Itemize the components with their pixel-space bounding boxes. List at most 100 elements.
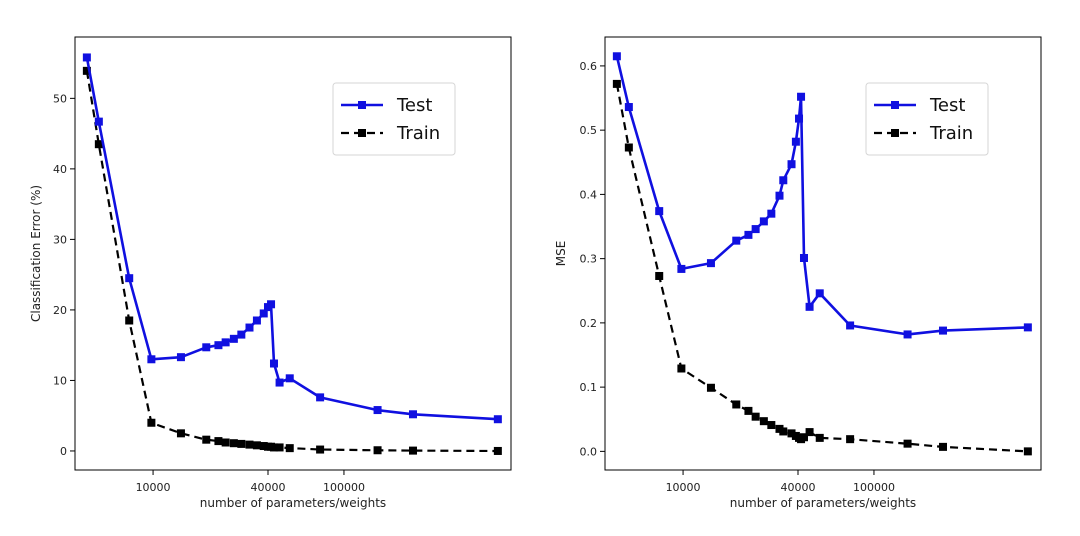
plot-frame (604, 36, 1042, 471)
data-point-train (1023, 447, 1032, 456)
data-point-train (903, 439, 912, 448)
data-point-test (245, 323, 254, 332)
data-point-test (252, 316, 261, 325)
y-tick-label: 0.2 (580, 317, 598, 330)
data-point-test (202, 343, 211, 352)
legend-marker-test (358, 101, 366, 109)
legend: Test Train (865, 82, 989, 156)
y-tick-label: 0.4 (580, 188, 598, 201)
data-point-test (229, 334, 238, 343)
data-point-train (779, 427, 788, 436)
legend-label-train: Train (929, 123, 973, 144)
x-tick-label: 10000 (666, 481, 701, 494)
left-chart-panel: 0 10 20 30 40 50 10000 40000 100000 number of par… (29, 36, 512, 510)
data-point-train (744, 406, 753, 415)
data-point-test (147, 355, 156, 364)
data-point-train (706, 383, 715, 392)
data-point-test (275, 378, 284, 387)
data-point-train (815, 433, 824, 442)
data-point-train (732, 400, 741, 409)
legend: Test Train (332, 82, 456, 156)
y-tick-label: 20 (53, 304, 67, 317)
data-point-train (624, 143, 633, 152)
data-point-test (214, 341, 223, 350)
y-tick-label: 0.3 (580, 253, 598, 266)
data-point-train (409, 446, 418, 455)
x-axis-label: number of parameters/weights (730, 496, 916, 510)
legend-box (865, 82, 989, 156)
data-point-train (373, 446, 382, 455)
data-point-test (815, 289, 824, 298)
data-point-test (612, 52, 621, 61)
data-point-test (221, 338, 230, 347)
data-point-train (846, 435, 855, 444)
data-point-test (706, 259, 715, 268)
x-axis-label: number of parameters/weights (200, 496, 386, 510)
data-point-train (655, 271, 664, 280)
data-point-test (82, 53, 91, 62)
data-point-test (677, 264, 686, 273)
data-point-test (805, 302, 814, 311)
data-point-train (677, 364, 686, 373)
legend-marker-test (891, 101, 899, 109)
y-tick-label: 0.6 (580, 60, 598, 73)
data-point-train (202, 435, 211, 444)
data-point-test (493, 415, 502, 424)
data-point-train (759, 417, 768, 426)
x-tick-label: 100000 (853, 481, 895, 494)
data-point-train (493, 446, 502, 455)
data-point-train (612, 79, 621, 88)
data-point-test (269, 359, 278, 368)
legend-label-test: Test (929, 95, 965, 116)
data-point-test (373, 406, 382, 415)
data-point-train (316, 445, 325, 454)
data-point-test (237, 330, 246, 339)
y-tick-label: 0 (60, 445, 67, 458)
data-point-train (939, 442, 948, 451)
data-point-test (779, 176, 788, 185)
y-tick-label: 0.5 (580, 124, 598, 137)
data-point-test (775, 191, 784, 200)
data-point-train (221, 438, 230, 447)
right-chart-panel: 0.0 0.1 0.2 0.3 0.4 0.5 0.6 10000 40000 100000 num… (554, 36, 1042, 510)
data-point-test (285, 374, 294, 383)
y-tick-label: 40 (53, 163, 67, 176)
x-tick-label: 100000 (323, 481, 365, 494)
y-tick-label: 50 (53, 92, 67, 105)
data-point-test (795, 114, 804, 123)
data-point-test (846, 321, 855, 330)
data-point-test (409, 410, 418, 419)
legend-label-train: Train (396, 123, 440, 144)
y-axis-label: Classification Error (%) (29, 185, 43, 322)
x-tick-label: 40000 (250, 481, 285, 494)
data-point-train (237, 439, 246, 448)
data-point-train (259, 442, 268, 451)
data-point-train (269, 443, 278, 452)
data-point-train (176, 429, 185, 438)
data-point-train (275, 443, 284, 452)
x-tick-label: 10000 (136, 481, 171, 494)
data-point-train (245, 440, 254, 449)
data-point-train (799, 433, 808, 442)
data-point-train (229, 439, 238, 448)
plot-frame (74, 36, 512, 471)
legend-marker-train (891, 129, 899, 137)
data-point-train (252, 441, 261, 450)
legend-label-test: Test (396, 95, 432, 116)
y-tick-label: 0.0 (580, 445, 598, 458)
data-point-train (285, 444, 294, 453)
data-point-test (791, 137, 800, 146)
data-point-test (624, 103, 633, 112)
data-point-test (732, 236, 741, 245)
x-tick-label: 40000 (780, 481, 815, 494)
y-tick-label: 10 (53, 374, 67, 387)
data-point-train (94, 140, 103, 149)
data-point-train (147, 418, 156, 427)
data-point-train (125, 316, 134, 325)
data-point-train (767, 421, 776, 430)
data-point-test (759, 217, 768, 226)
data-point-test (655, 207, 664, 216)
data-point-test (176, 353, 185, 362)
data-point-train (787, 429, 796, 438)
